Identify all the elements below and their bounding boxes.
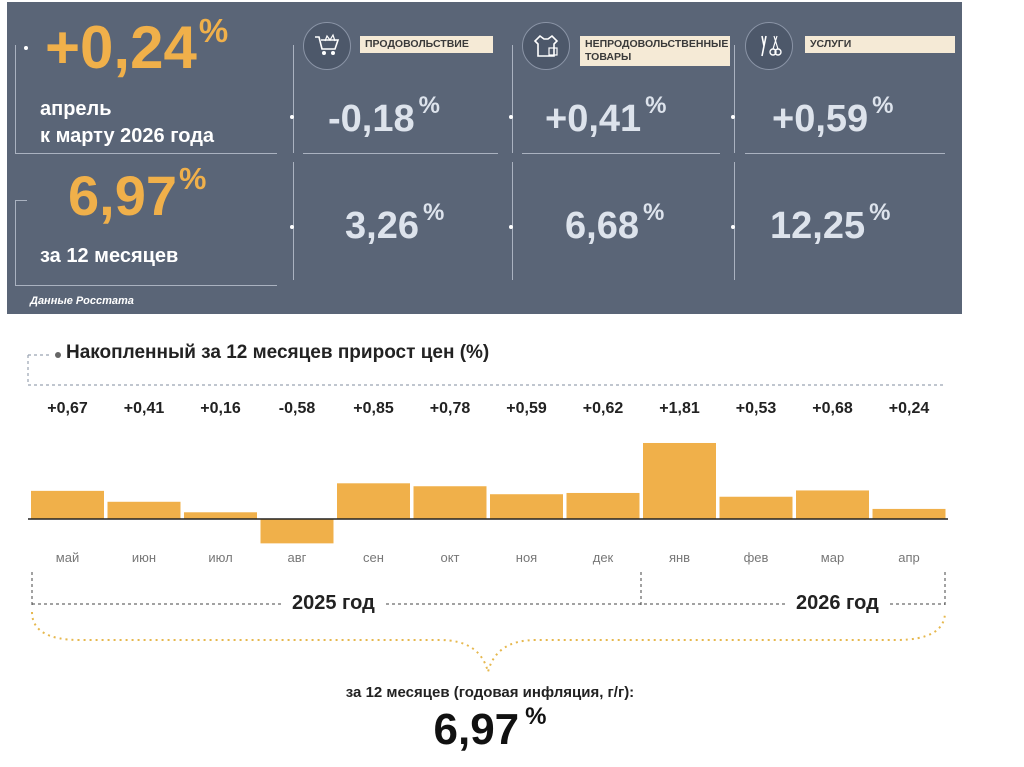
category-label-food: ПРОДОВОЛЬСТВИЕ bbox=[360, 36, 493, 53]
bar-value-label: +0,67 bbox=[47, 400, 88, 417]
annual-period-label: за 12 месяцев bbox=[40, 245, 179, 267]
bar-сен bbox=[337, 483, 410, 519]
services-annual-value: 12,25% bbox=[770, 199, 891, 247]
category-label-services: УСЛУГИ bbox=[805, 36, 955, 53]
bullet-dot bbox=[731, 225, 735, 229]
bullet-dot bbox=[509, 115, 513, 119]
bar-value-label: +0,59 bbox=[506, 400, 547, 417]
month-label: июл bbox=[208, 550, 233, 565]
bar-июн bbox=[107, 501, 181, 519]
bar-value-label: +0,53 bbox=[735, 400, 777, 417]
nonfood-annual-value: 6,68% bbox=[565, 199, 665, 247]
monthly-period-label: апрель к марту 2026 года bbox=[40, 98, 215, 147]
food-annual-value: 3,26% bbox=[345, 199, 445, 247]
bar-value-label: +0,68 bbox=[812, 400, 853, 417]
monthly-cpi-value: +0,24% bbox=[45, 12, 229, 81]
bar-value-label: -0,58 bbox=[278, 400, 316, 417]
bar-value-label: +0,41 bbox=[123, 400, 165, 417]
bar-окт bbox=[413, 486, 487, 519]
bracket-line bbox=[15, 200, 16, 285]
bar-value-label: +0,85 bbox=[353, 400, 394, 417]
bar-value-label: +0,16 bbox=[200, 400, 241, 417]
bar-мар bbox=[796, 490, 869, 519]
month-label: сен bbox=[363, 550, 384, 565]
column-divider bbox=[512, 45, 513, 153]
bar-value-label: +0,62 bbox=[582, 400, 624, 417]
month-label: мар bbox=[820, 550, 845, 565]
month-label: июн bbox=[131, 550, 157, 565]
bracket-line bbox=[15, 285, 277, 286]
column-divider bbox=[293, 45, 294, 153]
bar-дек bbox=[566, 492, 640, 519]
source-note: Данные Росстата bbox=[30, 295, 134, 307]
bar-value-label: +0,78 bbox=[429, 400, 471, 417]
bar-value-label: +0,24 bbox=[888, 400, 930, 417]
bracket-line bbox=[522, 153, 720, 154]
month-label: май bbox=[55, 550, 80, 565]
month-label: авг bbox=[287, 550, 307, 565]
bar-ноя bbox=[490, 494, 563, 519]
bar-value-label: +1,81 bbox=[659, 400, 700, 417]
chart-title: Накопленный за 12 месяцев прирост цен (%… bbox=[66, 342, 490, 363]
tools-icon bbox=[745, 22, 793, 70]
year-label-2026: 2026 год bbox=[788, 592, 887, 615]
column-divider bbox=[512, 162, 513, 280]
bullet-dot bbox=[24, 46, 28, 50]
bracket-line bbox=[15, 45, 16, 153]
bracket-line bbox=[745, 153, 945, 154]
category-label-nonfood: НЕПРОДОВОЛЬСТВЕННЫЕ ТОВАРЫ bbox=[580, 36, 730, 66]
bar-янв bbox=[643, 442, 716, 519]
month-label: апр bbox=[898, 550, 920, 565]
bullet-dot bbox=[290, 115, 294, 119]
month-label: окт bbox=[440, 550, 460, 565]
column-divider bbox=[734, 162, 735, 280]
bar-авг bbox=[260, 519, 334, 544]
bullet-dot bbox=[290, 225, 294, 229]
annual-total-value: 6,97% bbox=[433, 703, 547, 754]
bracket-line bbox=[15, 200, 27, 201]
bullet-dot bbox=[731, 115, 735, 119]
bar-апр bbox=[872, 508, 946, 519]
bullet-dot bbox=[509, 225, 513, 229]
annual-total-label: за 12 месяцев (годовая инфляция, г/г): bbox=[345, 684, 635, 701]
clothing-icon bbox=[522, 22, 570, 70]
inflation-summary-panel bbox=[7, 2, 962, 314]
year-label-2025: 2025 год bbox=[284, 592, 383, 615]
annual-cpi-value: 6,97% bbox=[68, 161, 207, 227]
shopping-cart-icon bbox=[303, 22, 351, 70]
bracket-line bbox=[15, 153, 277, 154]
month-label: фев bbox=[743, 550, 769, 565]
food-monthly-value: -0,18% bbox=[328, 92, 440, 140]
column-divider bbox=[734, 45, 735, 153]
bar-май bbox=[31, 490, 104, 519]
nonfood-monthly-value: +0,41% bbox=[545, 92, 667, 140]
month-label: ноя bbox=[515, 550, 538, 565]
month-label: дек bbox=[592, 550, 614, 565]
bracket-line bbox=[303, 153, 498, 154]
bar-фев bbox=[719, 496, 793, 519]
bar-июл bbox=[184, 512, 257, 519]
column-divider bbox=[293, 162, 294, 280]
month-label: янв bbox=[668, 550, 691, 565]
services-monthly-value: +0,59% bbox=[772, 92, 894, 140]
